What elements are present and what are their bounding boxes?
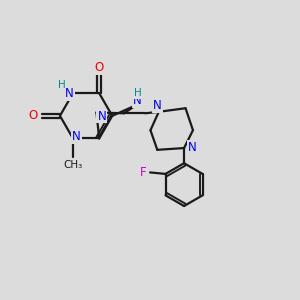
Text: N: N	[153, 99, 162, 112]
Text: N: N	[188, 141, 197, 154]
Text: F: F	[140, 166, 147, 179]
Text: N: N	[72, 130, 81, 143]
Text: N: N	[133, 94, 142, 107]
Text: O: O	[28, 109, 38, 122]
Text: N: N	[65, 87, 74, 100]
Text: H: H	[134, 88, 142, 98]
Text: N: N	[98, 110, 106, 122]
Text: O: O	[94, 61, 104, 74]
Text: CH₃: CH₃	[63, 160, 82, 170]
Text: H: H	[58, 80, 66, 90]
